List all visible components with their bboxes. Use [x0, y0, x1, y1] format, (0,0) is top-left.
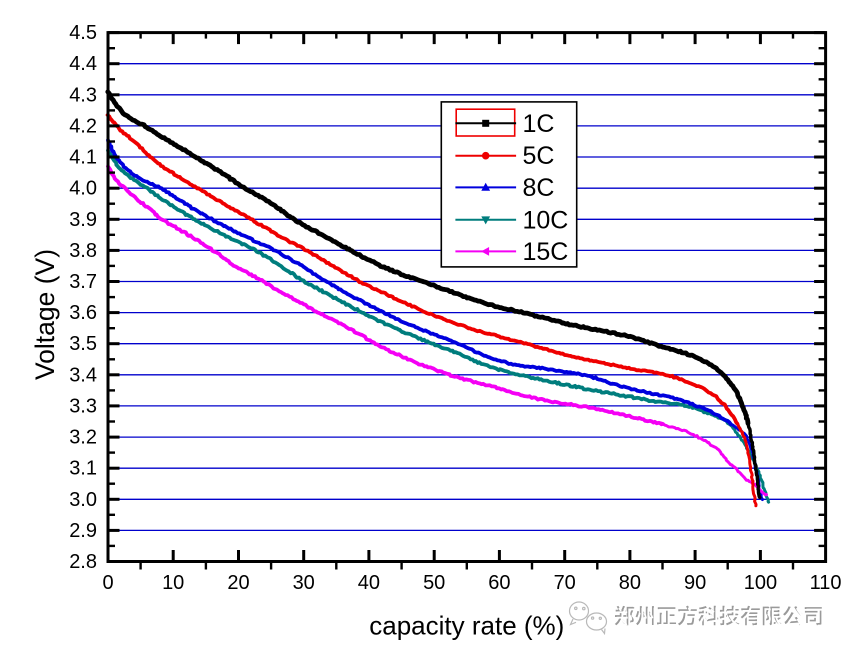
svg-text:3.8: 3.8 [69, 240, 97, 262]
svg-text:100: 100 [744, 572, 777, 594]
svg-text:0: 0 [102, 572, 113, 594]
svg-text:3.6: 3.6 [69, 302, 97, 324]
svg-text:10C: 10C [523, 206, 569, 234]
svg-text:3.2: 3.2 [69, 427, 97, 449]
svg-text:4.4: 4.4 [69, 53, 97, 75]
svg-text:4.0: 4.0 [69, 178, 97, 200]
svg-text:40: 40 [358, 572, 380, 594]
svg-text:4.1: 4.1 [69, 147, 97, 169]
svg-text:3.7: 3.7 [69, 271, 97, 293]
svg-text:3.3: 3.3 [69, 395, 97, 417]
svg-text:30: 30 [293, 572, 315, 594]
svg-text:3.5: 3.5 [69, 333, 97, 355]
svg-text:3.4: 3.4 [69, 364, 97, 386]
svg-text:50: 50 [423, 572, 445, 594]
svg-text:70: 70 [554, 572, 576, 594]
svg-text:10: 10 [162, 572, 184, 594]
svg-text:80: 80 [619, 572, 641, 594]
svg-text:Voltage (V): Voltage (V) [30, 249, 60, 380]
svg-text:2.8: 2.8 [69, 551, 97, 573]
svg-text:2.9: 2.9 [69, 520, 97, 542]
svg-text:15C: 15C [523, 238, 569, 266]
svg-text:3.9: 3.9 [69, 209, 97, 231]
svg-text:capacity rate (%): capacity rate (%) [369, 611, 564, 641]
svg-text:4.2: 4.2 [69, 115, 97, 137]
svg-text:110: 110 [810, 572, 842, 594]
svg-text:60: 60 [488, 572, 510, 594]
svg-text:3.1: 3.1 [69, 458, 97, 480]
svg-text:20: 20 [227, 572, 249, 594]
svg-text:8C: 8C [523, 174, 555, 202]
svg-text:4.5: 4.5 [69, 22, 97, 44]
svg-text:5C: 5C [523, 142, 555, 170]
svg-text:4.3: 4.3 [69, 84, 97, 106]
svg-text:3.0: 3.0 [69, 489, 97, 511]
svg-text:90: 90 [684, 572, 706, 594]
svg-text:1C: 1C [523, 110, 555, 138]
